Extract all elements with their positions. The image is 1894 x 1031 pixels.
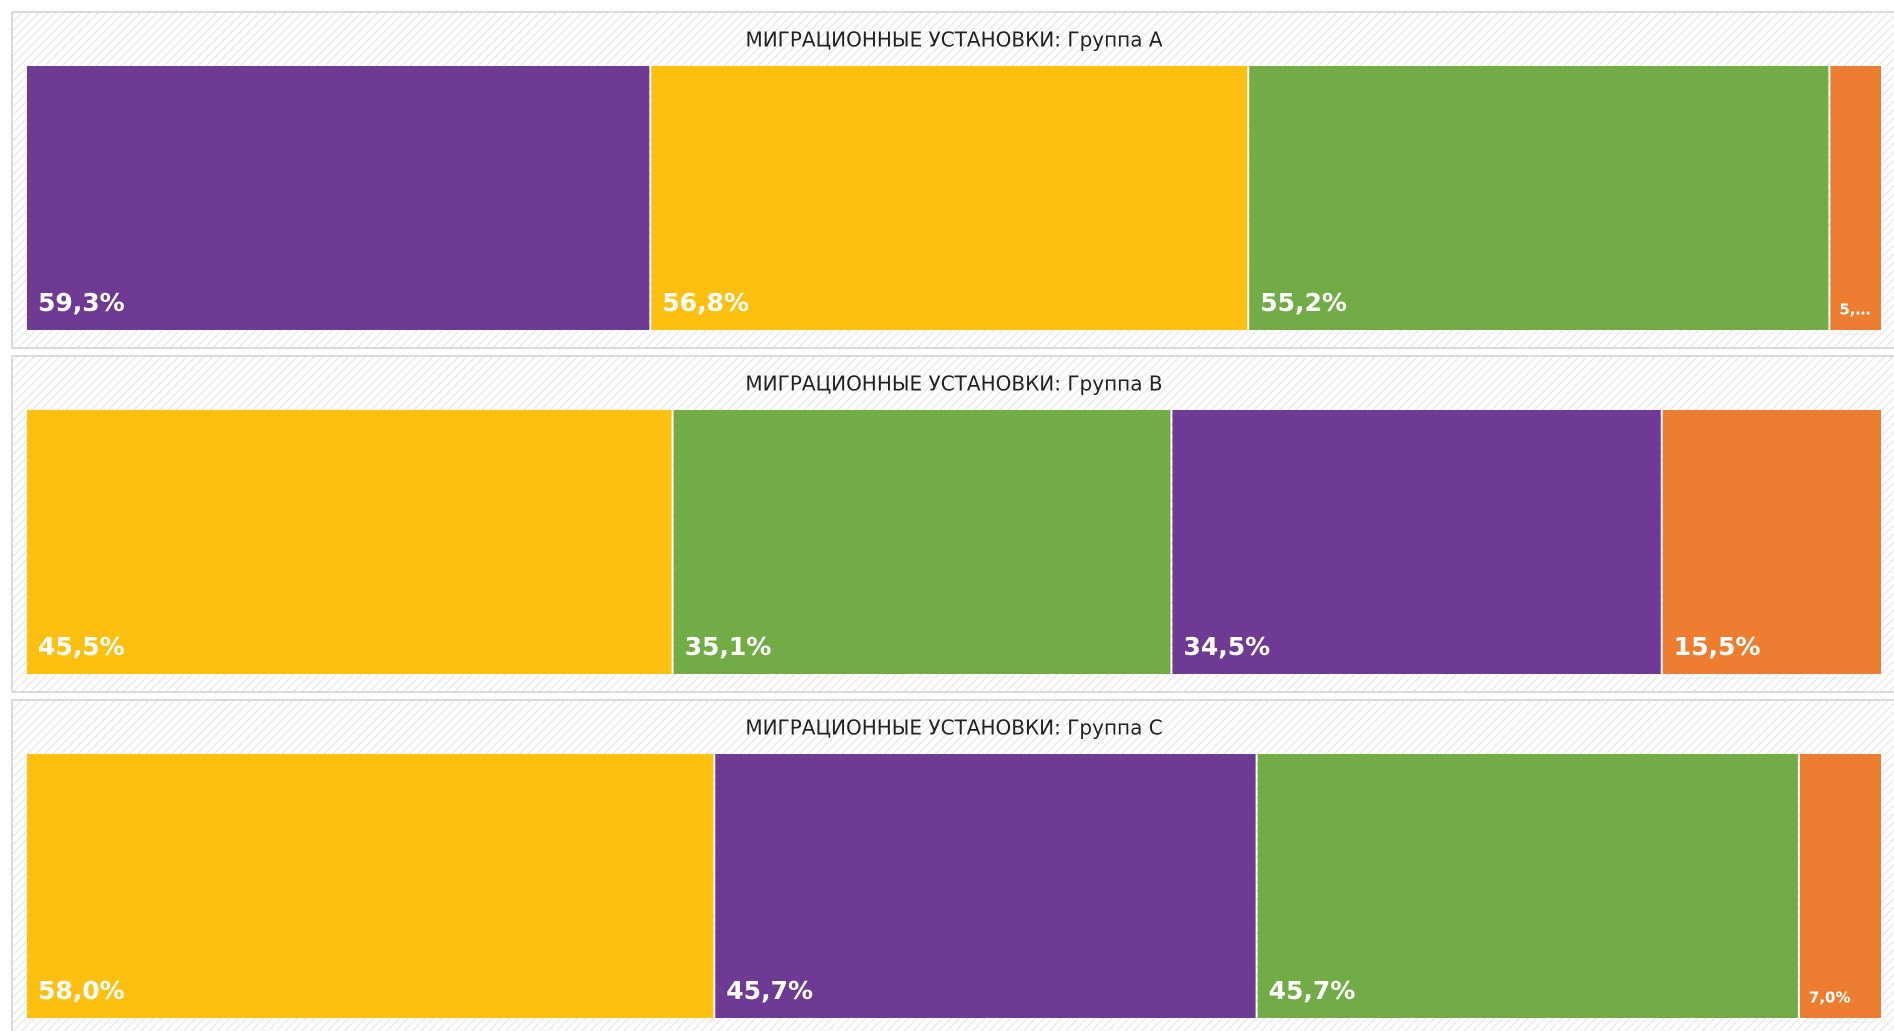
segment [1662, 410, 1881, 674]
value-label: 45,5% [38, 632, 125, 661]
segment [673, 410, 1171, 674]
segment [1249, 66, 1829, 330]
chart-title: МИГРАЦИОННЫЕ УСТАНОВКИ: Группа С [745, 716, 1162, 740]
segment [1799, 754, 1881, 1018]
value-label: 59,3% [38, 288, 125, 317]
value-label: 7,0% [1809, 989, 1851, 1007]
value-label: 5,… [1839, 301, 1870, 319]
chart-title: МИГРАЦИОННЫЕ УСТАНОВКИ: Группа А [745, 28, 1162, 52]
segment [27, 410, 672, 674]
segment [1257, 754, 1798, 1018]
value-label: 56,8% [662, 288, 749, 317]
segment [651, 66, 1248, 330]
value-label: 35,1% [685, 632, 772, 661]
value-label: 55,2% [1260, 288, 1347, 317]
segment [27, 754, 714, 1018]
value-label: 45,7% [1269, 976, 1356, 1005]
segment [27, 66, 650, 330]
segment [1172, 410, 1661, 674]
segment [715, 754, 1256, 1018]
value-label: 15,5% [1674, 632, 1761, 661]
segment [1830, 66, 1881, 330]
value-label: 34,5% [1183, 632, 1270, 661]
value-label: 45,7% [726, 976, 813, 1005]
value-label: 58,0% [38, 976, 125, 1005]
chart-title: МИГРАЦИОННЫЕ УСТАНОВКИ: Группа В [745, 372, 1162, 396]
